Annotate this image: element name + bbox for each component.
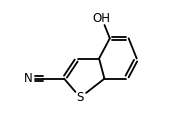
Text: N: N — [23, 72, 32, 85]
Text: S: S — [77, 91, 84, 104]
Text: OH: OH — [93, 12, 111, 25]
